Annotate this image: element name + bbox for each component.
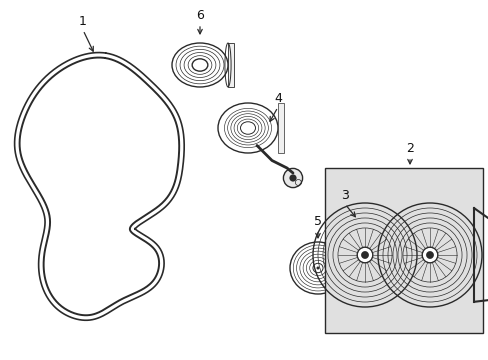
Text: 1: 1	[79, 15, 87, 28]
Text: 5: 5	[313, 215, 321, 228]
Circle shape	[356, 247, 372, 263]
Circle shape	[426, 252, 433, 258]
Text: 4: 4	[273, 92, 282, 105]
Circle shape	[421, 247, 437, 263]
Bar	[325, 168, 482, 333]
Ellipse shape	[312, 263, 323, 273]
Text: 2: 2	[405, 142, 413, 155]
FancyBboxPatch shape	[278, 103, 284, 153]
Text: 3: 3	[340, 189, 348, 202]
Circle shape	[316, 266, 319, 270]
FancyBboxPatch shape	[227, 43, 234, 87]
Text: 6: 6	[196, 9, 203, 22]
Circle shape	[289, 174, 296, 181]
Circle shape	[361, 252, 368, 258]
Ellipse shape	[240, 122, 255, 134]
Circle shape	[283, 168, 302, 188]
